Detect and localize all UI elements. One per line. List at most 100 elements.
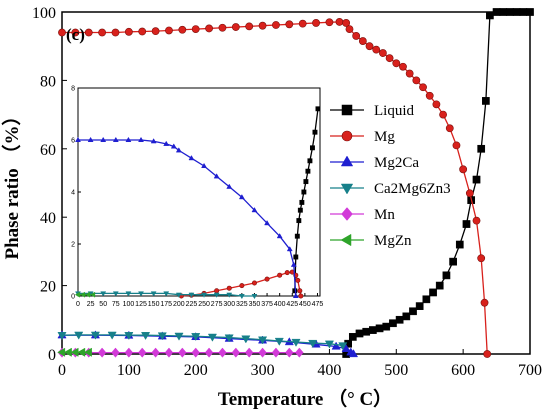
data-point-mn bbox=[244, 347, 254, 358]
inset-data-point-mg2ca bbox=[163, 140, 170, 146]
y-tick-label: 100 bbox=[32, 5, 56, 22]
inset-data-point-ca2mg6zn3 bbox=[150, 291, 157, 297]
inset-x-tick-label: 100 bbox=[123, 301, 135, 308]
legend-item-mg2ca: Mg2Ca bbox=[330, 155, 419, 171]
data-point-mg bbox=[379, 49, 387, 57]
inset-x-tick-label: 425 bbox=[286, 301, 298, 308]
inset-x-tick-label: 175 bbox=[160, 301, 172, 308]
data-point-mgzn bbox=[83, 347, 92, 357]
inset-data-point-ca2mg6zn3 bbox=[163, 291, 170, 297]
data-point-ca2mg6zn3 bbox=[257, 336, 268, 345]
data-point-mg bbox=[385, 54, 394, 63]
inset-data-point-mg2ca bbox=[112, 136, 119, 143]
x-tick-label: 600 bbox=[451, 362, 475, 379]
legend: Liquid Mg Mg2Ca Ca2Mg6Zn3 Mn MgZn bbox=[330, 103, 451, 249]
inset-chart: 0 25 50 75 100 125 150 175 200 225 250 275 300 325 350… bbox=[71, 86, 323, 309]
inset-data-point-liquid bbox=[294, 233, 300, 239]
data-point-ca2mg6zn3 bbox=[174, 332, 184, 341]
data-point-mg bbox=[345, 25, 354, 33]
inset-x-tick-label: 475 bbox=[312, 301, 324, 308]
legend-item-mn: Mn bbox=[330, 207, 395, 223]
legend-marker-mg bbox=[341, 130, 353, 142]
inset-data-point-liquid bbox=[293, 254, 299, 260]
inset-x-tick-label: 275 bbox=[211, 301, 223, 308]
data-point-liquid bbox=[506, 8, 514, 16]
inset-data-point-ca2mg6zn3 bbox=[238, 293, 245, 300]
data-point-mg bbox=[138, 27, 147, 36]
inset-data-point-mg2ca bbox=[286, 246, 293, 252]
data-point-mg bbox=[111, 28, 120, 37]
inset-x-tick-label: 25 bbox=[87, 301, 95, 308]
data-point-mg bbox=[205, 24, 213, 33]
data-point-mn bbox=[151, 347, 160, 358]
data-point-mg bbox=[412, 76, 421, 85]
inset-data-point-ca2mg6zn3 bbox=[226, 292, 233, 298]
data-point-mg bbox=[151, 27, 160, 36]
data-point-mg bbox=[358, 37, 367, 45]
inset-data-point-mg2ca bbox=[188, 155, 195, 161]
inset-x-tick-label: 150 bbox=[148, 301, 160, 308]
inset-data-point-mg bbox=[239, 283, 245, 289]
data-point-mn bbox=[191, 347, 201, 358]
inset-data-point-liquid bbox=[299, 199, 305, 205]
data-point-mgzn bbox=[63, 347, 72, 357]
data-point-ca2mg6zn3 bbox=[224, 334, 234, 343]
data-point-liquid bbox=[375, 324, 384, 333]
legend-marker-liquid bbox=[341, 104, 353, 116]
data-point-liquid bbox=[369, 326, 377, 334]
inset-data-point-mg2ca bbox=[170, 143, 177, 149]
inset-data-point-liquid bbox=[303, 179, 309, 185]
inset-series-ca2mg6zn3 bbox=[75, 291, 258, 300]
data-point-mn bbox=[285, 347, 294, 358]
data-point-mg bbox=[425, 91, 434, 100]
data-point-mg bbox=[325, 18, 334, 27]
data-point-mg bbox=[365, 42, 374, 51]
data-point-mg bbox=[477, 254, 486, 263]
inset-y-tick-label: 6 bbox=[71, 138, 75, 145]
inset-data-point-liquid bbox=[296, 218, 302, 224]
inset-data-point-mg bbox=[251, 280, 257, 286]
inset-x-tick-label: 300 bbox=[223, 301, 235, 308]
data-point-mn bbox=[204, 347, 214, 358]
legend-item-mgzn: MgZn bbox=[330, 233, 412, 249]
data-point-liquid bbox=[382, 322, 391, 331]
x-axis-title: Temperature （° C） bbox=[218, 387, 392, 410]
inset-y-tick-label: 0 bbox=[71, 294, 75, 301]
inset-x-tick-label: 0 bbox=[76, 301, 80, 308]
data-point-mg bbox=[352, 32, 361, 40]
data-point-ca2mg6zn3 bbox=[57, 332, 67, 341]
inset-data-point-mg2ca bbox=[226, 183, 233, 189]
y-tick-label: 40 bbox=[40, 210, 56, 227]
inset-y-tick-label: 2 bbox=[71, 242, 75, 249]
inset-frame bbox=[77, 87, 321, 297]
inset-data-point-ca2mg6zn3 bbox=[138, 291, 144, 297]
data-point-mg bbox=[258, 21, 267, 30]
data-point-liquid bbox=[482, 97, 490, 105]
inset-x-tick-label: 450 bbox=[299, 301, 311, 308]
inset-data-point-mg2ca bbox=[201, 162, 208, 169]
data-point-mg bbox=[480, 298, 489, 307]
inset-data-point-liquid bbox=[312, 129, 318, 135]
inset-data-point-liquid bbox=[315, 106, 321, 112]
data-point-ca2mg6zn3 bbox=[241, 335, 251, 344]
inset-data-point-mg bbox=[226, 285, 232, 291]
data-point-liquid bbox=[442, 271, 451, 280]
data-point-ca2mg6zn3 bbox=[308, 339, 318, 348]
data-point-ca2mg6zn3 bbox=[274, 337, 284, 346]
y-tick-label: 20 bbox=[40, 279, 56, 296]
inset-data-point-mg2ca bbox=[292, 292, 299, 299]
legend-marker-mg2ca bbox=[340, 155, 354, 167]
data-point-mg2ca bbox=[348, 349, 359, 358]
inset-data-point-liquid bbox=[309, 145, 315, 151]
inset-data-point-mg bbox=[298, 293, 304, 299]
data-point-mn bbox=[111, 347, 120, 358]
data-point-mn bbox=[258, 347, 267, 358]
series-ca2mg6zn3 bbox=[57, 331, 348, 351]
x-tick-label: 200 bbox=[184, 362, 208, 379]
legend-label-liquid: Liquid bbox=[374, 103, 414, 119]
legend-marker-ca2mg6zn3 bbox=[340, 183, 354, 195]
inset-x-tick-label: 250 bbox=[198, 301, 210, 308]
data-point-mg bbox=[335, 18, 344, 26]
data-point-mn bbox=[295, 347, 304, 358]
